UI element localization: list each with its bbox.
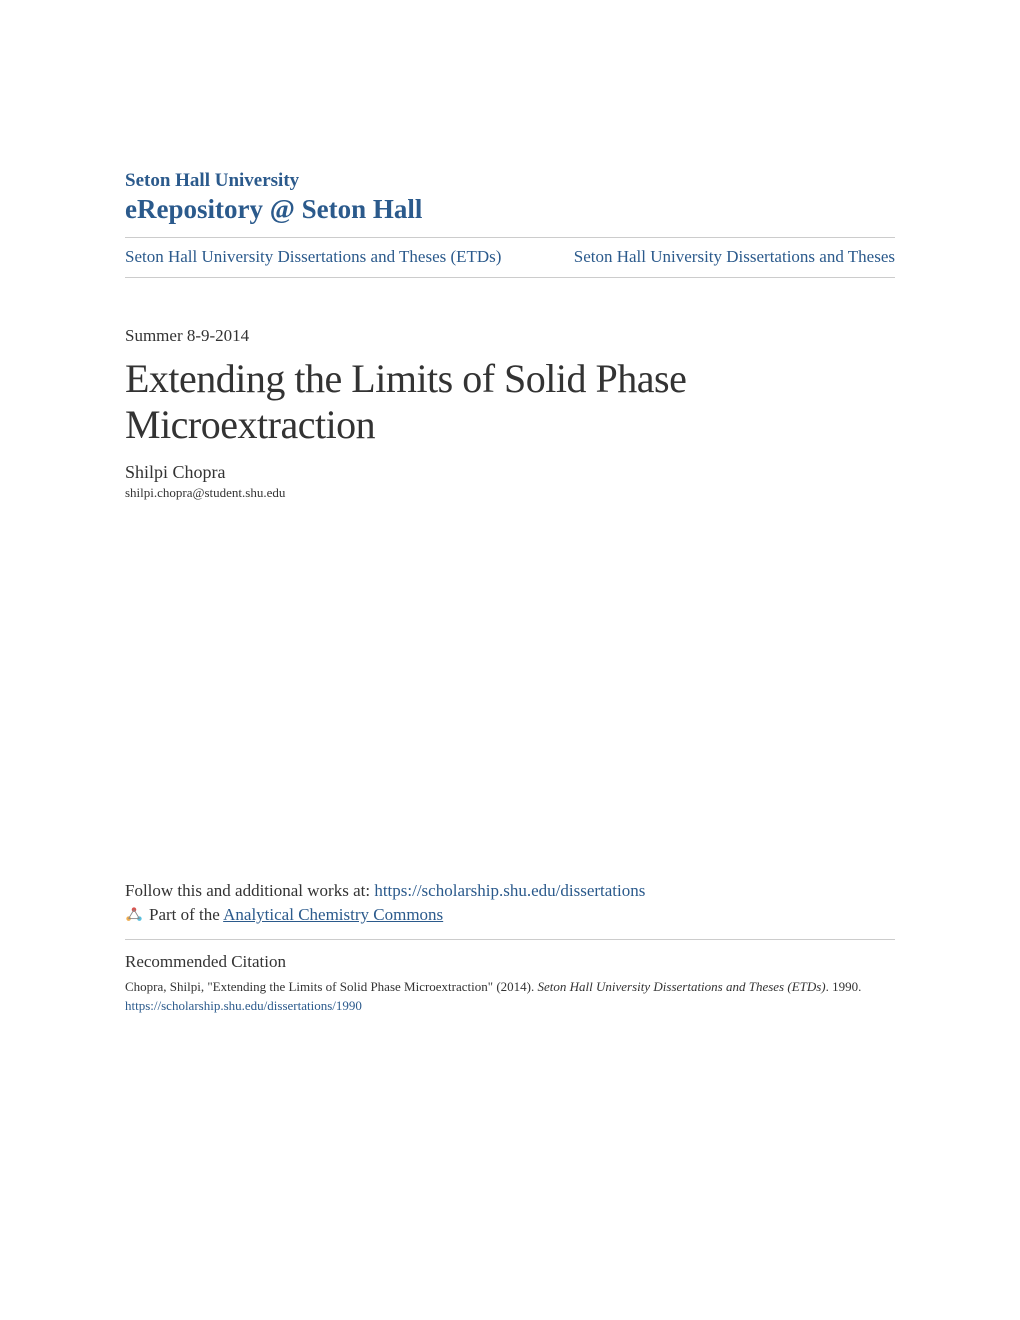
commons-link[interactable]: Analytical Chemistry Commons [223,905,443,924]
document-title: Extending the Limits of Solid Phase Micr… [125,356,895,448]
citation-text: Chopra, Shilpi, "Extending the Limits of… [125,978,895,996]
network-icon [125,906,143,924]
follow-line: Follow this and additional works at: htt… [125,881,895,901]
breadcrumb-parent[interactable]: Seton Hall University Dissertations and … [574,247,895,267]
follow-section: Follow this and additional works at: htt… [125,881,895,940]
header-section: Seton Hall University eRepository @ Seto… [125,170,895,278]
repository-name[interactable]: eRepository @ Seton Hall [125,194,895,225]
author-name: Shilpi Chopra [125,462,895,483]
citation-series: Seton Hall University Dissertations and … [537,979,825,994]
publication-date: Summer 8-9-2014 [125,326,895,346]
breadcrumb-collection[interactable]: Seton Hall University Dissertations and … [125,246,501,269]
dissertations-link[interactable]: https://scholarship.shu.edu/dissertation… [374,881,645,900]
university-name: Seton Hall University [125,170,895,192]
partof-row: Part of the Analytical Chemistry Commons [125,905,895,940]
follow-prefix: Follow this and additional works at: [125,881,374,900]
citation-section: Recommended Citation Chopra, Shilpi, "Ex… [125,952,895,1014]
breadcrumb-row: Seton Hall University Dissertations and … [125,237,895,278]
partof-text: Part of the Analytical Chemistry Commons [149,905,443,925]
author-email: shilpi.chopra@student.shu.edu [125,485,895,501]
citation-url[interactable]: https://scholarship.shu.edu/dissertation… [125,998,895,1014]
citation-part2: . 1990. [826,979,862,994]
citation-heading: Recommended Citation [125,952,895,972]
citation-part1: Chopra, Shilpi, "Extending the Limits of… [125,979,537,994]
partof-prefix: Part of the [149,905,223,924]
